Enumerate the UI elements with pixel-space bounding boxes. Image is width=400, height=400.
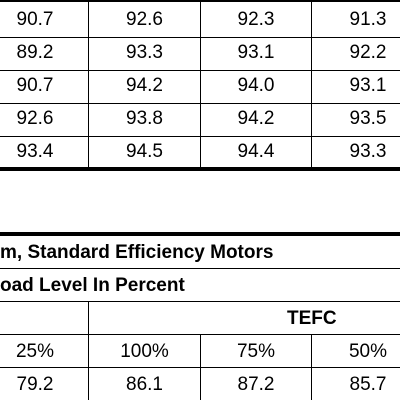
column-header: 75%	[236, 341, 276, 362]
table-title: m, Standard Efficiency Motors	[0, 242, 274, 263]
table-cell: 93.1	[237, 42, 275, 63]
table-cell: 91.3	[349, 9, 387, 30]
table-cell: 94.2	[237, 108, 275, 129]
table-cell: 90.7	[16, 9, 54, 30]
top-table-col-divider	[311, 0, 312, 168]
table-cell: 93.3	[349, 141, 387, 162]
table-cell: 86.1	[126, 374, 163, 395]
table-cell: 93.5	[349, 108, 387, 129]
table-cell: 92.2	[349, 42, 387, 63]
table-cell: 79.2	[16, 374, 54, 395]
bottom-table-rule	[0, 301, 400, 302]
bottom-table-col-divider	[88, 302, 89, 400]
table-cell: 85.7	[349, 374, 387, 395]
column-header: 25%	[15, 341, 55, 362]
table-cell: 93.3	[126, 42, 163, 63]
table-cell: 87.2	[237, 374, 275, 395]
top-table-col-divider	[200, 0, 201, 168]
table-cell: 94.5	[126, 141, 163, 162]
bottom-table-col-divider	[311, 335, 312, 400]
table-cell: 93.8	[126, 108, 163, 129]
table-cell: 94.4	[237, 141, 275, 162]
bottom-table-col-divider	[200, 335, 201, 400]
bottom-table-rule	[0, 268, 400, 269]
column-header: 100%	[120, 341, 169, 362]
table-cell: 93.1	[349, 75, 387, 96]
table-cell: 92.6	[126, 9, 163, 30]
table-cell: 94.2	[126, 75, 163, 96]
bottom-table-top-rule	[0, 232, 400, 236]
table-cell: 93.4	[16, 141, 54, 162]
top-table-col-divider	[88, 0, 89, 168]
column-header: 50%	[348, 341, 388, 362]
table-cell: 94.0	[237, 75, 275, 96]
bottom-table-rule	[0, 334, 400, 335]
tefc-group-header: TEFC	[287, 308, 337, 329]
table-cell: 90.7	[16, 75, 54, 96]
table-cell: 89.2	[16, 42, 54, 63]
table-subtitle: oad Level In Percent	[0, 275, 185, 296]
table-cell: 92.3	[237, 9, 275, 30]
top-table-bottom-rule	[0, 167, 400, 171]
table-cell: 92.6	[16, 108, 54, 129]
